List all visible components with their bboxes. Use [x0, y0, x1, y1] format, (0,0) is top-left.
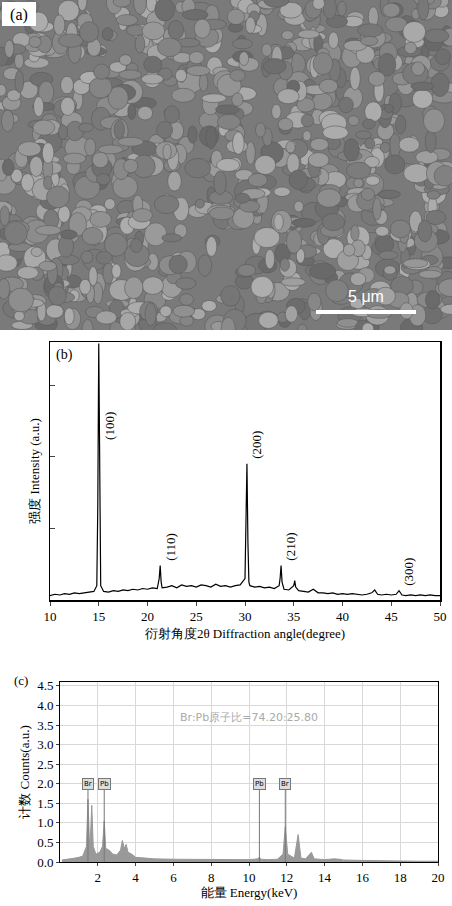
svg-text:8: 8 [208, 870, 215, 885]
svg-text:(300): (300) [401, 558, 416, 586]
svg-text:20: 20 [141, 609, 154, 624]
svg-text:14: 14 [318, 870, 332, 885]
svg-text:(100): (100) [102, 412, 117, 440]
svg-text:35: 35 [287, 609, 300, 624]
svg-text:12: 12 [280, 870, 293, 885]
svg-text:4: 4 [132, 870, 139, 885]
svg-text:(210): (210) [283, 533, 298, 561]
svg-text:30: 30 [239, 609, 252, 624]
svg-text:10: 10 [44, 609, 57, 624]
svg-text:Br:Pb原子比=74.20:25.80: Br:Pb原子比=74.20:25.80 [180, 711, 318, 724]
svg-text:衍射角度2θ Diffraction angle(degre: 衍射角度2θ Diffraction angle(degree) [145, 626, 345, 641]
svg-text:6: 6 [170, 870, 177, 885]
svg-text:10: 10 [243, 870, 256, 885]
svg-text:计数 Counts(a.u.): 计数 Counts(a.u.) [17, 725, 32, 819]
svg-text:45: 45 [385, 609, 398, 624]
svg-text:16: 16 [356, 870, 370, 885]
svg-text:25: 25 [190, 609, 203, 624]
svg-text:1.0: 1.0 [37, 815, 53, 830]
svg-text:3.5: 3.5 [37, 718, 53, 733]
svg-text:2.5: 2.5 [37, 757, 53, 772]
svg-text:Pb: Pb [100, 780, 109, 788]
svg-text:(110): (110) [163, 533, 178, 561]
svg-text:(c): (c) [14, 673, 28, 688]
svg-text:18: 18 [394, 870, 407, 885]
svg-text:(a): (a) [10, 6, 28, 24]
svg-text:能量 Energy(keV): 能量 Energy(keV) [201, 885, 298, 900]
svg-text:Br: Br [84, 780, 92, 788]
svg-text:1.5: 1.5 [37, 796, 53, 811]
svg-text:0.5: 0.5 [37, 835, 53, 850]
svg-text:0.0: 0.0 [37, 855, 53, 870]
svg-text:15: 15 [92, 609, 105, 624]
svg-text:Pb: Pb [255, 780, 264, 788]
svg-text:40: 40 [336, 609, 349, 624]
svg-text:2.0: 2.0 [37, 776, 53, 791]
svg-text:4.0: 4.0 [37, 698, 53, 713]
svg-text:Br: Br [281, 780, 289, 788]
svg-text:50: 50 [434, 609, 447, 624]
svg-text:20: 20 [432, 870, 445, 885]
svg-text:3.0: 3.0 [37, 737, 53, 752]
svg-text:(b): (b) [56, 347, 73, 363]
svg-text:5 μm: 5 μm [348, 288, 384, 305]
svg-text:(200): (200) [249, 431, 264, 459]
svg-text:4.5: 4.5 [37, 678, 53, 693]
svg-text:2: 2 [95, 870, 102, 885]
svg-text:强度 Intensity (a.u.): 强度 Intensity (a.u.) [27, 418, 42, 523]
